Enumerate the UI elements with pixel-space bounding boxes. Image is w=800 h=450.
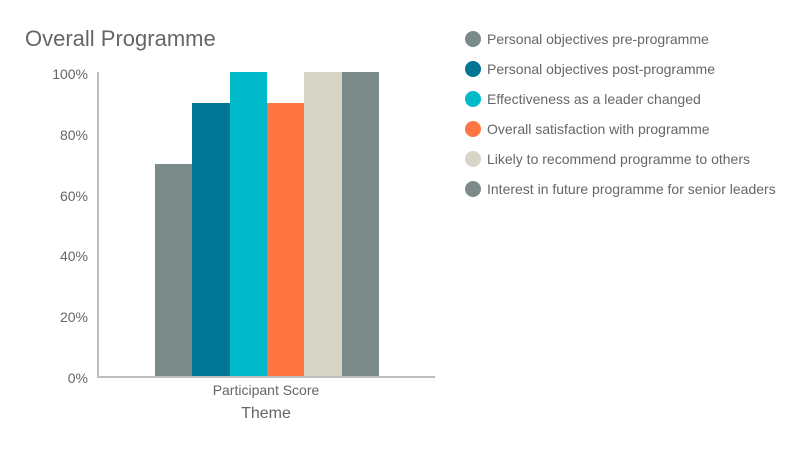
- bar[interactable]: [341, 72, 380, 377]
- legend-label: Overall satisfaction with programme: [487, 121, 710, 137]
- legend-swatch-icon: [465, 61, 481, 77]
- bar[interactable]: [229, 72, 268, 377]
- bar[interactable]: [266, 102, 305, 377]
- y-tick-label: 20%: [59, 309, 88, 325]
- y-tick-label: 80%: [59, 127, 88, 143]
- bar[interactable]: [192, 102, 231, 377]
- legend-label: Personal objectives post-programme: [487, 61, 715, 77]
- legend-swatch-icon: [465, 31, 481, 47]
- plot-area: [98, 72, 434, 377]
- legend-item[interactable]: Overall satisfaction with programme: [465, 114, 776, 144]
- legend-swatch-icon: [465, 121, 481, 137]
- y-tick-label: 40%: [59, 248, 88, 264]
- legend-label: Likely to recommend programme to others: [487, 151, 750, 167]
- legend: Personal objectives pre-programme Person…: [465, 24, 776, 204]
- x-axis-line: [97, 376, 435, 378]
- legend-item[interactable]: Likely to recommend programme to others: [465, 144, 776, 174]
- legend-swatch-icon: [465, 151, 481, 167]
- y-axis-line: [97, 72, 99, 378]
- x-category-label: Participant Score: [212, 382, 320, 398]
- chart-title: Overall Programme: [25, 26, 216, 51]
- legend-label: Effectiveness as a leader changed: [487, 91, 701, 107]
- legend-swatch-icon: [465, 91, 481, 107]
- x-axis-title: Theme: [241, 405, 291, 422]
- legend-item[interactable]: Interest in future programme for senior …: [465, 174, 776, 204]
- legend-item[interactable]: Effectiveness as a leader changed: [465, 84, 776, 114]
- legend-swatch-icon: [465, 181, 481, 197]
- legend-item[interactable]: Personal objectives post-programme: [465, 54, 776, 84]
- y-tick-label: 0%: [67, 370, 88, 386]
- y-tick-label: 100%: [52, 66, 88, 82]
- y-tick-label: 60%: [59, 188, 88, 204]
- bar[interactable]: [304, 72, 342, 377]
- legend-label: Personal objectives pre-programme: [487, 31, 709, 47]
- bar[interactable]: [155, 163, 193, 377]
- legend-label: Interest in future programme for senior …: [487, 181, 776, 197]
- legend-item[interactable]: Personal objectives pre-programme: [465, 24, 776, 54]
